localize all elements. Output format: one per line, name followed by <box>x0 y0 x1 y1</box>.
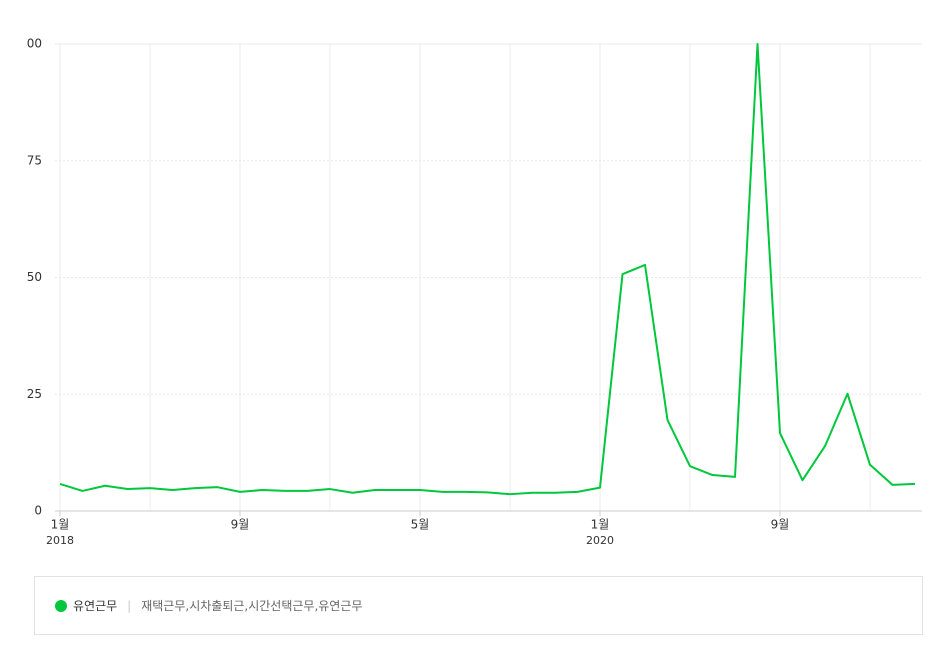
legend: 유연근무 | 재택근무,시차출퇴근,시간선택근무,유연근무 <box>34 576 923 635</box>
x-tick-label: 5월 <box>411 518 430 532</box>
legend-marker <box>55 599 67 612</box>
y-tick-label: 75 <box>27 153 42 167</box>
x-tick-label: 9월 <box>231 518 250 532</box>
y-tick-label: 00 <box>27 37 42 51</box>
x-tick-label: 9월 <box>771 518 790 532</box>
chart: 0 25 50 75 00 1월 2018 9월 5월 1월 2020 9월 <box>27 37 922 547</box>
legend-keywords: 재택근무,시차출퇴근,시간선택근무,유연근무 <box>141 599 363 613</box>
x-tick-label: 1월 <box>591 518 610 532</box>
y-tick-label: 50 <box>27 270 42 284</box>
x-year-label: 2020 <box>586 534 614 547</box>
x-tick-label: 1월 <box>51 518 70 532</box>
legend-label: 유연근무 <box>73 599 118 613</box>
series-line <box>59 43 916 496</box>
x-year-label: 2018 <box>46 534 74 547</box>
y-tick-label: 0 <box>34 504 42 518</box>
separator: | <box>127 598 132 613</box>
y-tick-label: 25 <box>27 387 42 401</box>
